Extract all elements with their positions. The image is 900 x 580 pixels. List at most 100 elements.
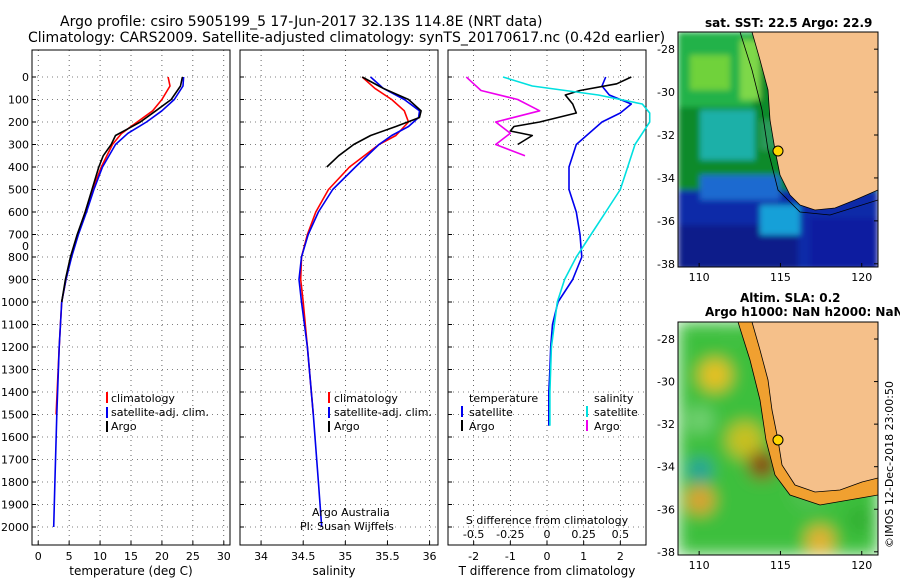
depth-tick-label: 100 [8,94,29,107]
credit-argo-australia: Argo Australia [312,506,390,519]
depth-tick-label: 0 [22,240,29,253]
map-x-tick-label: 120 [851,271,872,284]
legend-climatology-label: climatology [334,392,398,405]
legend-climatology-swatch [106,392,108,403]
map-x-tick-label: 115 [770,271,791,284]
map-x-tick-label: 120 [851,559,872,572]
legend-satellite-label: satellite-adj. clim. [334,406,432,419]
temperature-grid [32,50,230,545]
legend-argo-label: Argo [111,420,137,433]
depth-tick-label: 200 [8,116,29,129]
legend-satellite-swatch [328,407,330,418]
map-x-tick-label: 115 [770,559,791,572]
salinity-panel-frame [239,49,439,546]
depth-tick-label: 900 [8,274,29,287]
temperature-legend: climatology satellite-adj. clim. Argo [106,392,209,433]
sst-land [751,32,878,211]
credit-pi: PI: Susan Wijffels [300,520,394,533]
salinity-grid [240,50,438,545]
depth-tick-label: 700 [8,229,29,242]
legend-t-satellite-label: satellite [469,406,513,419]
sla-map-title-line2: Argo h1000: NaN h2000: NaN [705,305,900,319]
sst-float-marker [772,145,784,157]
salinity-legend: climatology satellite-adj. clim. Argo [328,392,432,433]
map-x-tick-label: 110 [689,559,710,572]
x-tick-label: 0 [35,550,42,563]
depth-tick-label: 1700 [1,454,29,467]
x-tick-label: 15 [124,550,138,563]
legend-s-argo-swatch [586,420,588,431]
map-y-tick-label: -36 [657,215,675,228]
map-y-tick-label: -38 [657,258,675,271]
legend-climatology-swatch [328,392,330,403]
sst-map-ticks: 110 115 120 -28 -30 -32 -34 -36 -38 [657,43,878,284]
series-line-satellite-adj-clim- [298,76,421,528]
x-tick-label: 1 [580,550,587,563]
map-y-tick-label: -34 [657,461,675,474]
series-line-satellite-adj-clim- [52,76,185,528]
depth-tick-label: 1200 [1,341,29,354]
legend-argo-swatch [106,421,108,432]
depth-tick-label: 2000 [1,521,29,534]
depth-tick-label: 1000 [1,296,29,309]
sst-map-frame [677,31,879,268]
map-y-tick-label: -38 [657,546,675,559]
map-x-tick-label: 110 [689,271,710,284]
legend-t-satellite-swatch [461,406,463,417]
series-line-salinity-argo [465,76,541,157]
sla-map-frame [677,321,879,556]
x-tick-label: 35.5 [375,550,400,563]
series-line-argo [60,76,184,303]
x-tick-label: 2 [617,550,624,563]
map-y-tick-label: -32 [657,418,675,431]
x-tick-labels: 0 5 10 15 20 25 30 34 34.5 35 35.5 36 -2 -1 0 1 2 -0.5 -0.… [35,528,629,563]
x-tick-label: 35 [338,550,352,563]
s-tick-label: -0.25 [496,528,524,541]
x-tick-label: 20 [155,550,169,563]
sla-float-marker [772,434,784,446]
figure-title-line1: Argo profile: csiro 5905199_5 17-Jun-201… [60,14,543,30]
temperature-series [52,76,185,528]
x-tick-label: -1 [505,550,516,563]
legend-temperature-heading: temperature [469,392,538,405]
x-tick-label: 25 [186,550,200,563]
depth-tick-label: 1500 [1,409,29,422]
depth-tick-labels: 0100200300400500600700080090010001100120… [1,71,29,534]
legend-t-argo-swatch [461,420,463,431]
depth-tick-label: 400 [8,161,29,174]
depth-tick-label: 1300 [1,364,29,377]
difference-series [465,76,651,426]
x-tick-label: 30 [217,550,231,563]
x-tick-label: 0 [544,550,551,563]
x-tick-label: -2 [468,550,479,563]
legend-s-satellite-label: satellite [594,406,638,419]
difference-xlabel: T difference from climatology [458,564,636,578]
sst-coast-contour [739,32,878,216]
x-tick-label: 34 [254,550,268,563]
legend-salinity-heading: salinity [594,392,634,405]
map-y-tick-label: -36 [657,503,675,516]
depth-tick-label: 500 [8,184,29,197]
legend-climatology-label: climatology [111,392,175,405]
sla-map-title-line1: Altim. SLA: 0.2 [740,291,841,305]
series-line-temperature-argo [509,76,632,146]
series-line-argo [326,76,422,168]
depth-tick-label: 0 [22,71,29,84]
s-tick-label: -0.5 [463,528,484,541]
s-tick-label: 0.5 [612,528,630,541]
map-y-tick-label: -28 [657,333,675,346]
sst-map [677,31,879,268]
depth-tick-label: 1900 [1,499,29,512]
map-y-tick-label: -28 [657,43,675,56]
legend-argo-label: Argo [334,420,360,433]
depth-tick-label: 1400 [1,386,29,399]
depth-tick-label: 1800 [1,476,29,489]
s-tick-label: 0.25 [571,528,596,541]
difference-grid [448,50,646,545]
legend-s-satellite-swatch [586,406,588,417]
series-line-climatology [299,76,410,415]
x-tick-label: 10 [93,550,107,563]
difference-legend: temperature satellite Argo salinity sate… [461,392,638,433]
figure-title-line2: Climatology: CARS2009. Satellite-adjuste… [28,30,665,46]
